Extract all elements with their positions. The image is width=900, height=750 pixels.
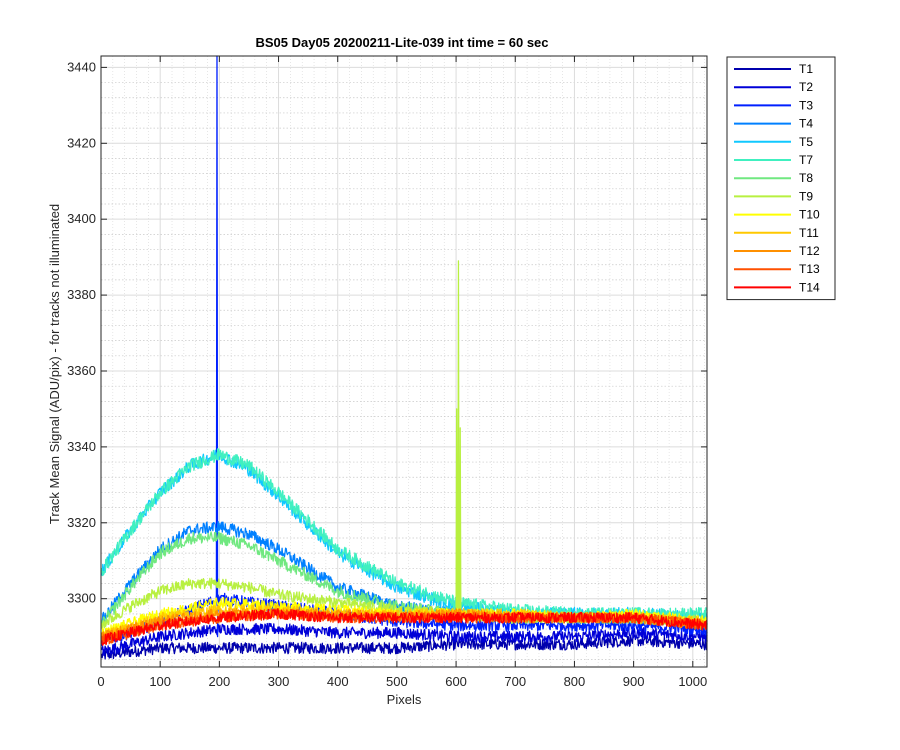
legend-label: T11: [799, 226, 819, 240]
x-tick-label: 400: [327, 674, 349, 689]
y-tick-label: 3380: [67, 287, 96, 302]
plot-background: [101, 56, 707, 667]
legend-label: T10: [799, 208, 820, 222]
legend-label: T1: [799, 62, 813, 76]
x-tick-label: 500: [386, 674, 408, 689]
legend-label: T9: [799, 189, 813, 203]
axes: [100, 55, 708, 668]
legend-label: T5: [799, 135, 813, 149]
y-tick-label: 3420: [67, 135, 96, 150]
legend-label: T13: [799, 262, 820, 276]
legend-label: T2: [799, 80, 813, 94]
x-tick-label: 1000: [678, 674, 707, 689]
x-tick-label: 0: [97, 674, 104, 689]
y-tick-label: 3400: [67, 211, 96, 226]
y-tick-label: 3340: [67, 439, 96, 454]
legend-label: T8: [799, 171, 813, 185]
series-line-t2: [100, 622, 708, 657]
legend-label: T14: [799, 280, 820, 294]
x-tick-label: 800: [564, 674, 586, 689]
legend: T1 T2 T3 T4 T5 T7 T8 T9 T10 T11 T12 T13 T14: [726, 56, 836, 301]
chart-title: BS05 Day05 20200211-Lite-039 int time = …: [255, 35, 548, 50]
y-tick-label: 3320: [67, 515, 96, 530]
x-tick-label: 900: [623, 674, 645, 689]
legend-label: T3: [799, 98, 813, 112]
x-tick-label: 700: [504, 674, 526, 689]
x-tick-label: 200: [209, 674, 231, 689]
y-tick-labels: 3300 3320 3340 3360 3380 3400 3420 3440: [67, 59, 96, 605]
series-line-t1: [100, 634, 708, 660]
y-axis-label: Track Mean Signal (ADU/pix) - for tracks…: [47, 204, 62, 524]
x-tick-label: 100: [149, 674, 171, 689]
series-layer: [100, 55, 708, 660]
x-tick-labels: 0 100 200 300 400 500 600 700 800 900 1000: [97, 674, 707, 689]
y-tick-label: 3440: [67, 59, 96, 74]
series-line-t14: [100, 607, 708, 646]
axes-box: [100, 55, 708, 668]
y-tick-label: 3300: [67, 591, 96, 606]
x-tick-label: 600: [445, 674, 467, 689]
legend-label: T4: [799, 117, 813, 131]
plot-area: [101, 56, 707, 667]
x-axis-label: Pixels: [387, 692, 422, 707]
y-tick-label: 3360: [67, 363, 96, 378]
legend-label: T7: [799, 153, 813, 167]
legend-label: T12: [799, 244, 820, 258]
x-tick-label: 300: [268, 674, 290, 689]
